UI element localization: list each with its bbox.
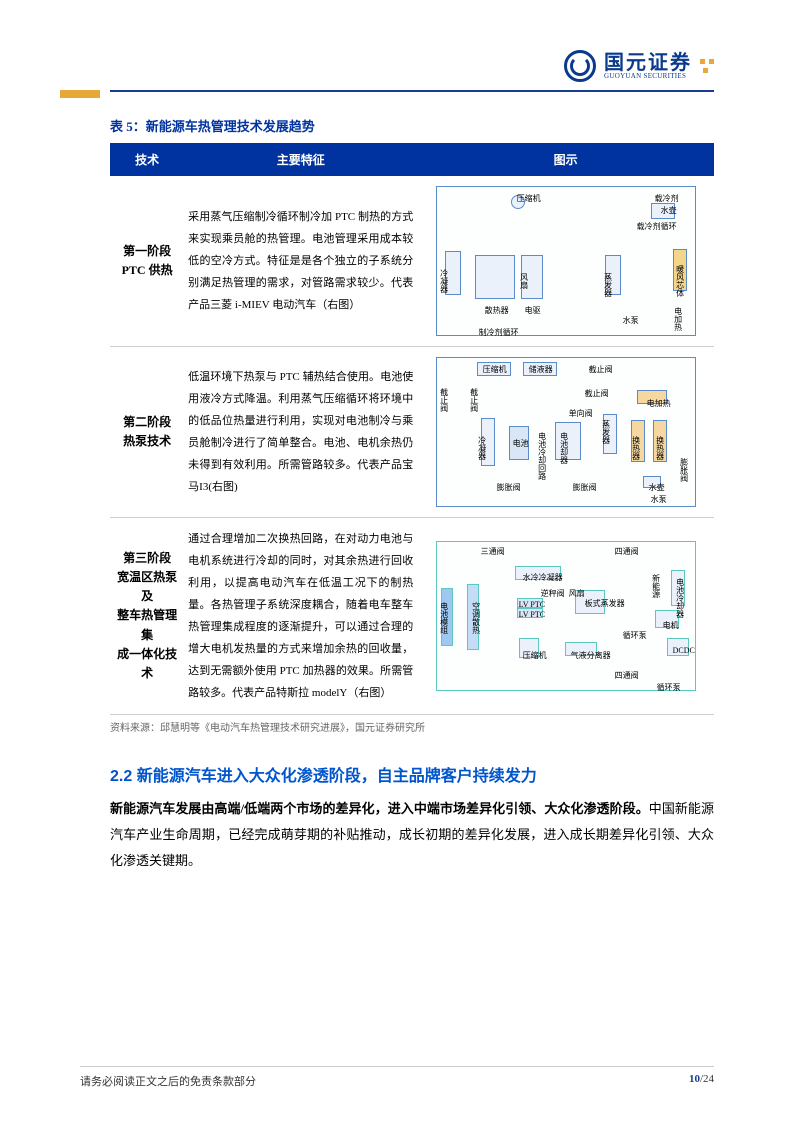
table-row: 第一阶段PTC 供热采用蒸气压缩制冷循环制冷加 PTC 制热的方式来实现乘员舱的…	[110, 176, 714, 347]
page-number-current: 10	[689, 1073, 700, 1085]
schematic-diagram: 压缩机储液器截止阀截止阀截止阀截止阀单向阀电加热冷凝器电池电池冷却回路电池却器蒸…	[436, 357, 696, 507]
diagram-cell: 压缩机储液器截止阀截止阀截止阀截止阀单向阀电加热冷凝器电池电池冷却回路电池却器蒸…	[417, 347, 714, 518]
accent-bar	[60, 90, 100, 98]
th-tech: 技术	[110, 143, 184, 176]
brand-name-cn: 国元证券	[604, 53, 692, 73]
desc-cell: 通过合理增加二次换热回路，在对动力电池与电机系统进行冷却的同时，对其余热进行回收…	[184, 518, 417, 715]
brand-logo-icon	[564, 50, 596, 82]
section-heading: 2.2 新能源汽车进入大众化渗透阶段，自主品牌客户持续发力	[110, 762, 714, 786]
table-source: 资料来源：邱慧明等《电动汽车热管理技术研究进展》，国元证券研究所	[110, 719, 714, 734]
diagram-cell: 三通阀四通阀四通阀水冷冷凝器逆秤阀风扇LV PTCLV PTC板式蒸发器电池冷却…	[417, 518, 714, 715]
desc-cell: 采用蒸气压缩制冷循环制冷加 PTC 制热的方式来实现乘员舱的热管理。电池管理采用…	[184, 176, 417, 347]
footer-disclaimer: 请务必阅读正文之后的免责条款部分	[80, 1073, 256, 1089]
schematic-diagram: 压缩机载冷剂水壶载冷剂循环冷凝器风扇散热器电驱蒸发器暖风芯体水泵电加热制冷剂循环	[436, 186, 696, 336]
stage-cell: 第一阶段PTC 供热	[110, 176, 184, 347]
th-feature: 主要特征	[184, 143, 417, 176]
stage-cell: 第三阶段宽温区热泵及整车热管理集成一体化技术	[110, 518, 184, 715]
desc-cell: 低温环境下热泵与 PTC 辅热结合使用。电池使用液冷方式降温。利用蒸气压缩循环将…	[184, 347, 417, 518]
table-row: 第二阶段热泵技术低温环境下热泵与 PTC 辅热结合使用。电池使用液冷方式降温。利…	[110, 347, 714, 518]
lead-bold: 新能源汽车发展由高端/低端两个市场的差异化，进入中端市场差异化引领、大众化渗透阶…	[110, 801, 649, 816]
table-caption: 表 5：新能源车热管理技术发展趋势	[110, 116, 714, 135]
schematic-diagram: 三通阀四通阀四通阀水冷冷凝器逆秤阀风扇LV PTCLV PTC板式蒸发器电池冷却…	[436, 541, 696, 691]
page-footer: 请务必阅读正文之后的免责条款部分 10/24	[80, 1066, 714, 1089]
header-divider	[110, 90, 714, 92]
table-row: 第三阶段宽温区热泵及整车热管理集成一体化技术通过合理增加二次换热回路，在对动力电…	[110, 518, 714, 715]
page-number-total: /24	[700, 1073, 714, 1085]
diagram-cell: 压缩机载冷剂水壶载冷剂循环冷凝器风扇散热器电驱蒸发器暖风芯体水泵电加热制冷剂循环	[417, 176, 714, 347]
brand-name-en: GUOYUAN SECURITIES	[604, 73, 692, 80]
th-diagram: 图示	[417, 143, 714, 176]
stage-cell: 第二阶段热泵技术	[110, 347, 184, 518]
body-paragraph: 新能源汽车发展由高端/低端两个市场的差异化，进入中端市场差异化引领、大众化渗透阶…	[110, 796, 714, 874]
page-header: 国元证券 GUOYUAN SECURITIES	[110, 50, 714, 82]
brand-squares-icon	[700, 59, 714, 73]
trend-table: 技术 主要特征 图示 第一阶段PTC 供热采用蒸气压缩制冷循环制冷加 PTC 制…	[110, 143, 714, 715]
